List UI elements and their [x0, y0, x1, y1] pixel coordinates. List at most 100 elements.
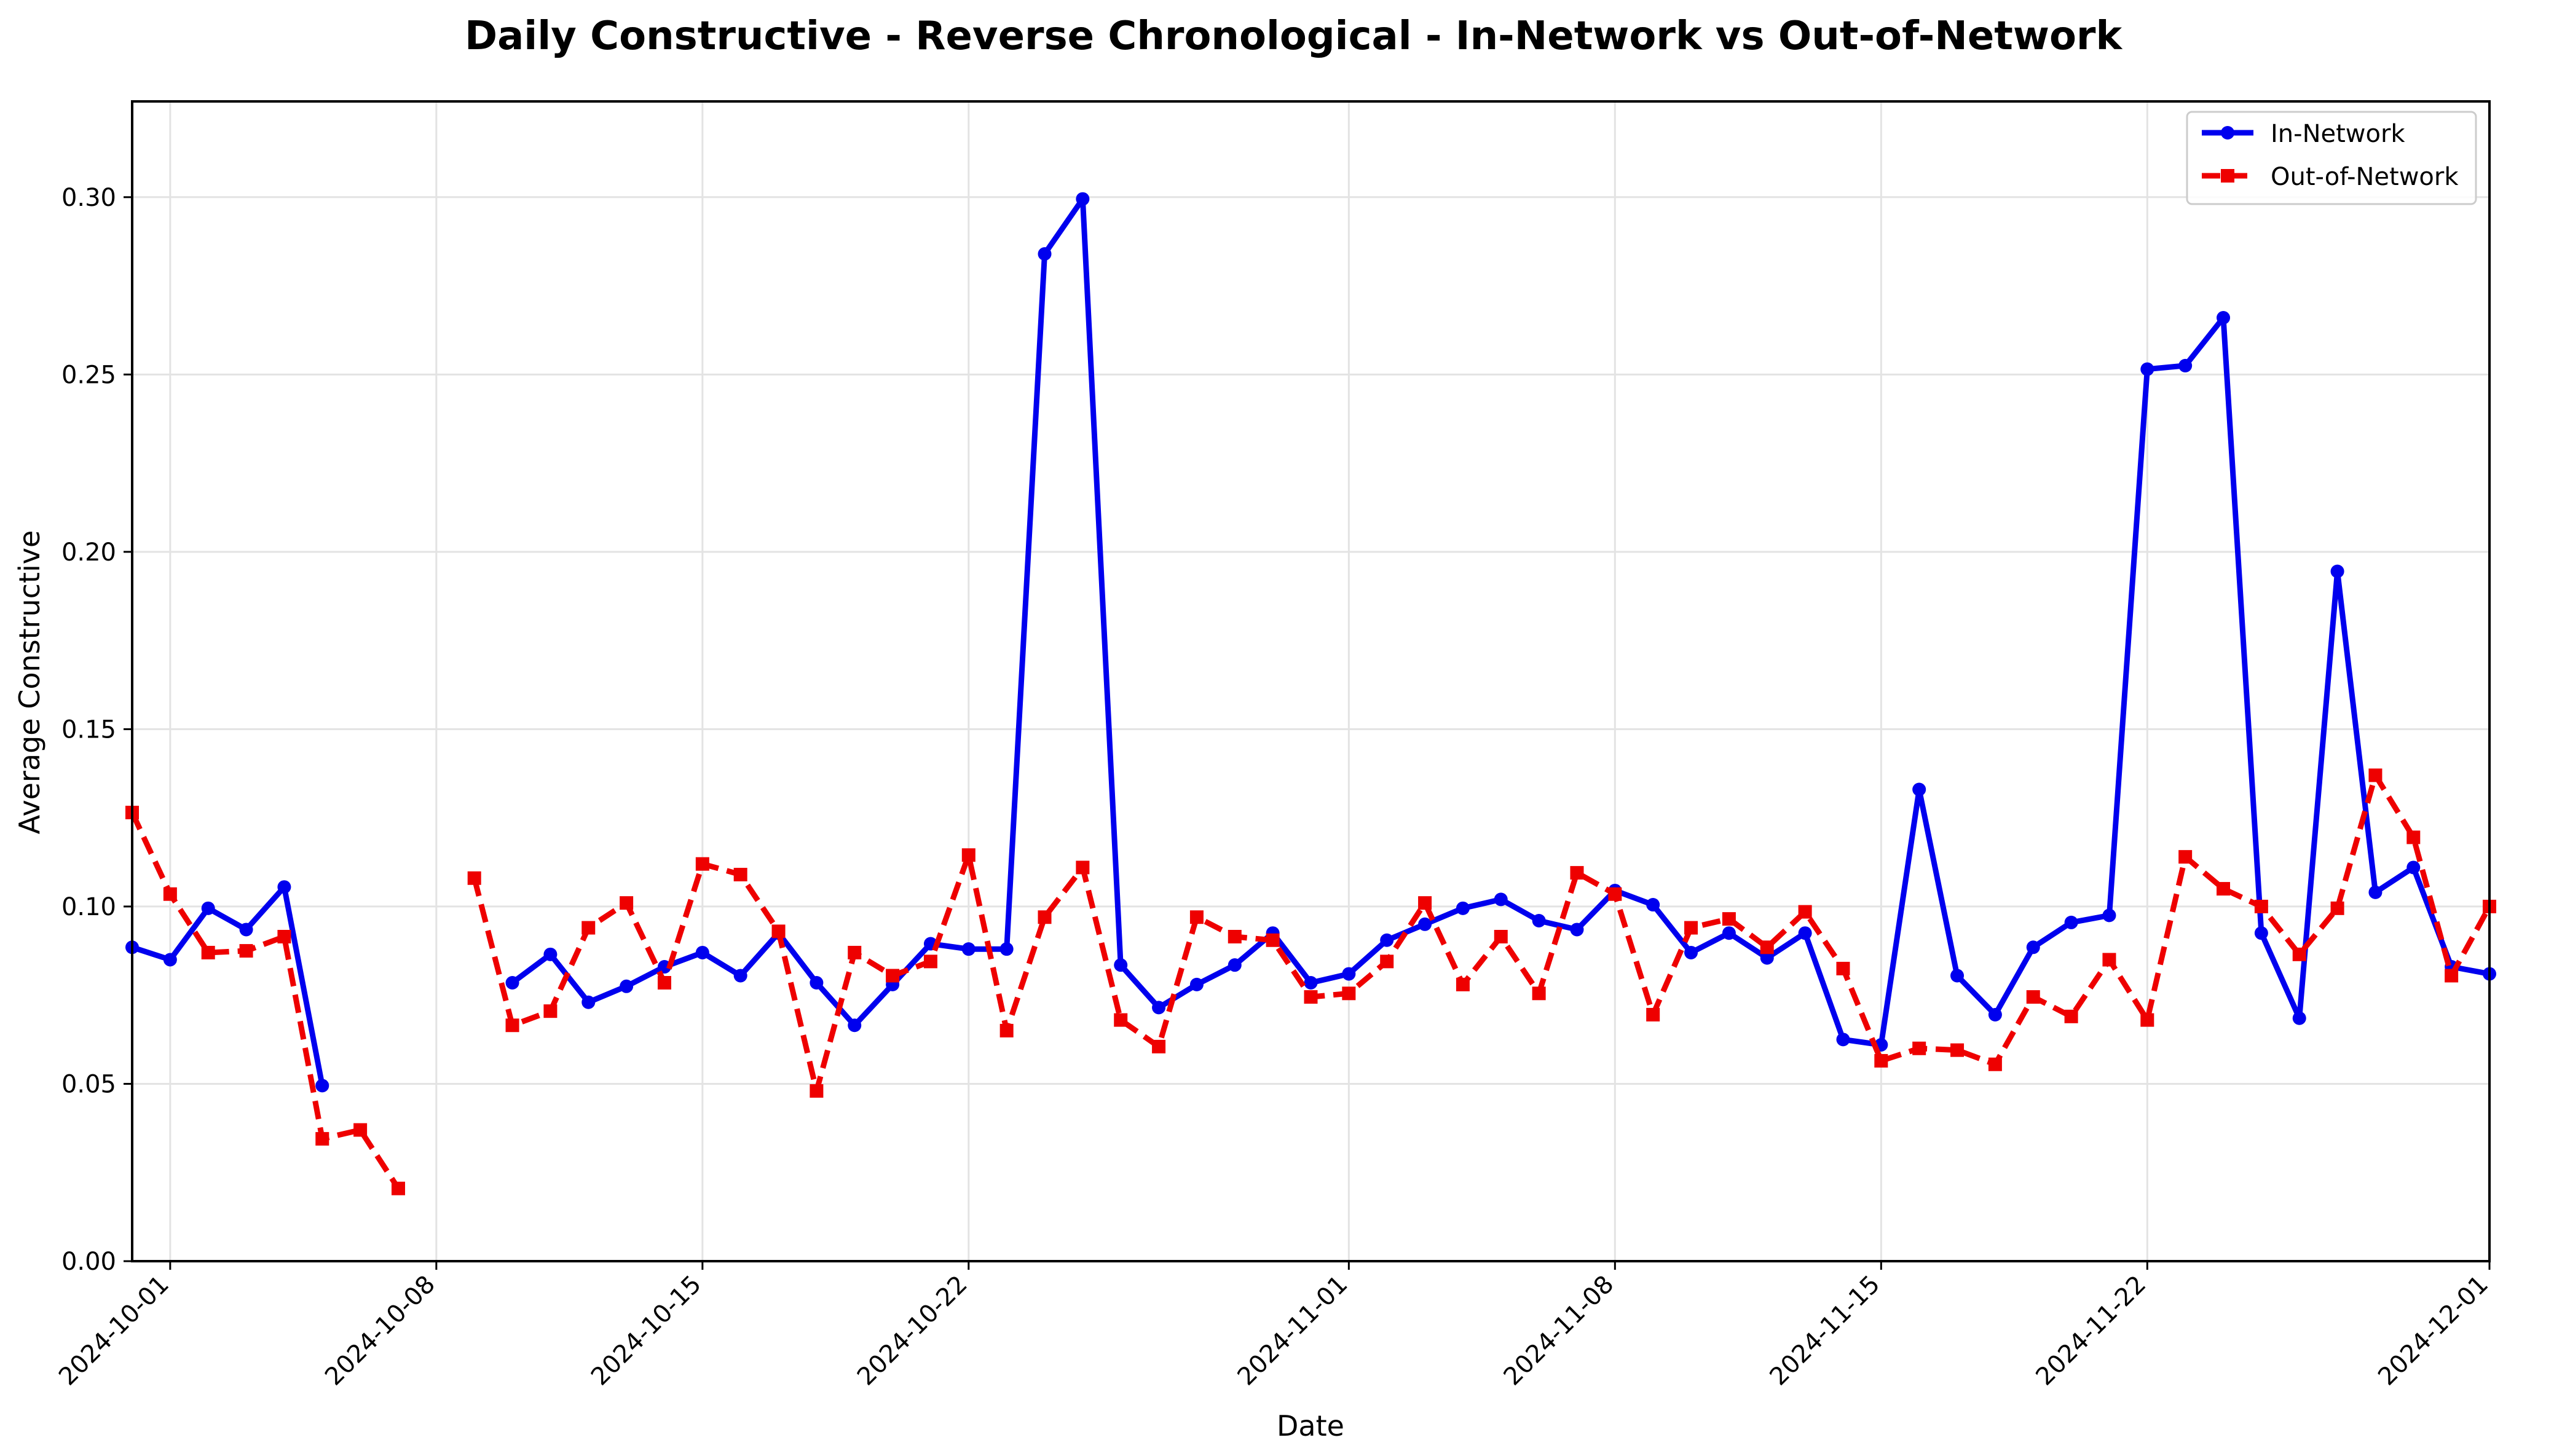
data-point-out-of-network	[1418, 896, 1432, 910]
data-point-in-network	[2026, 940, 2040, 954]
data-point-out-of-network	[1114, 1013, 1128, 1027]
legend-box	[2186, 111, 2477, 205]
data-point-out-of-network	[2102, 953, 2116, 967]
data-point-out-of-network	[163, 887, 177, 901]
data-point-in-network	[1836, 1033, 1850, 1047]
data-point-out-of-network	[543, 1004, 558, 1018]
data-point-out-of-network	[2178, 850, 2193, 864]
data-point-in-network	[810, 976, 824, 990]
data-point-out-of-network	[1760, 940, 1774, 954]
data-point-in-network	[1114, 958, 1128, 972]
y-tick-label: 0.20	[61, 538, 116, 567]
data-point-in-network	[1456, 901, 1470, 915]
data-point-in-network	[733, 969, 747, 983]
data-point-in-network	[1189, 977, 1204, 991]
data-point-in-network	[163, 953, 177, 967]
data-point-out-of-network	[1798, 905, 1812, 919]
data-point-in-network	[999, 942, 1014, 956]
data-point-in-network	[1152, 1001, 1166, 1015]
data-point-out-of-network	[2254, 899, 2268, 913]
legend: In-Network Out-of-Network	[2186, 111, 2477, 205]
data-point-in-network	[1646, 898, 1660, 912]
data-point-out-of-network	[1152, 1039, 1166, 1053]
data-point-out-of-network	[1570, 866, 1584, 880]
data-point-out-of-network	[1456, 977, 1470, 991]
data-point-in-network	[2178, 358, 2193, 372]
data-point-out-of-network	[1494, 929, 1508, 943]
data-point-in-network	[2292, 1011, 2306, 1025]
data-point-out-of-network	[1380, 954, 1394, 969]
data-point-out-of-network	[1874, 1053, 1888, 1068]
data-point-in-network	[2330, 564, 2344, 578]
legend-label-out-of-network: Out-of-Network	[2271, 163, 2459, 191]
legend-marker-in-network	[2221, 126, 2234, 140]
data-point-in-network	[239, 923, 253, 937]
data-point-out-of-network	[923, 954, 937, 969]
data-point-in-network	[1760, 951, 1774, 965]
x-axis-label: Date	[1277, 1409, 1344, 1442]
data-point-out-of-network	[467, 871, 481, 885]
y-tick-label: 0.25	[61, 361, 116, 389]
data-point-out-of-network	[277, 929, 291, 943]
data-point-out-of-network	[1076, 860, 1090, 875]
data-point-out-of-network	[1608, 887, 1622, 901]
legend-marker-out-of-network	[2221, 169, 2234, 183]
data-point-in-network	[1494, 892, 1508, 907]
data-point-in-network	[1342, 967, 1356, 981]
data-point-out-of-network	[581, 921, 596, 935]
data-point-in-network	[201, 901, 215, 915]
data-point-in-network	[2368, 885, 2383, 899]
legend-label-in-network: In-Network	[2271, 120, 2405, 148]
y-tick-label: 0.15	[61, 715, 116, 744]
data-point-out-of-network	[2292, 947, 2306, 961]
data-point-out-of-network	[771, 924, 786, 939]
data-point-in-network	[543, 947, 558, 961]
data-point-out-of-network	[2406, 830, 2421, 844]
data-point-out-of-network	[1684, 921, 1698, 935]
y-axis-label: Average Constructive	[13, 530, 46, 835]
data-point-out-of-network	[2026, 990, 2040, 1004]
data-point-in-network	[2217, 311, 2231, 325]
data-point-out-of-network	[353, 1123, 368, 1137]
data-point-out-of-network	[1836, 961, 1850, 975]
data-point-in-network	[581, 995, 596, 1009]
data-point-in-network	[505, 976, 519, 990]
data-point-in-network	[2102, 908, 2116, 923]
data-point-in-network	[1950, 969, 1965, 983]
data-point-out-of-network	[657, 976, 671, 990]
data-point-in-network	[1684, 945, 1698, 959]
data-point-out-of-network	[1228, 929, 1242, 943]
plot-frame	[131, 100, 2491, 1262]
data-point-in-network	[1418, 917, 1432, 931]
data-point-out-of-network	[810, 1084, 824, 1098]
data-point-out-of-network	[999, 1023, 1014, 1037]
data-point-in-network	[1380, 933, 1394, 947]
data-point-out-of-network	[1189, 910, 1204, 924]
data-point-out-of-network	[1950, 1043, 1965, 1057]
data-point-out-of-network	[1304, 990, 1318, 1004]
data-point-out-of-network	[1722, 912, 1736, 926]
data-point-in-network	[1038, 247, 1052, 261]
data-point-out-of-network	[2064, 1009, 2078, 1023]
data-point-out-of-network	[2445, 969, 2459, 983]
data-point-in-network	[2254, 926, 2268, 940]
data-point-out-of-network	[391, 1181, 405, 1195]
data-point-out-of-network	[315, 1131, 329, 1146]
data-point-out-of-network	[886, 969, 900, 983]
data-point-out-of-network	[1646, 1007, 1660, 1021]
data-point-out-of-network	[1266, 933, 1280, 947]
data-point-out-of-network	[1342, 986, 1356, 1001]
data-point-out-of-network	[239, 944, 253, 958]
series-line-out-of-network	[471, 772, 2492, 1094]
data-point-in-network	[961, 942, 976, 956]
data-point-in-network	[315, 1079, 329, 1093]
data-point-in-network	[1532, 914, 1546, 928]
data-point-in-network	[848, 1018, 862, 1033]
data-point-out-of-network	[1038, 910, 1052, 924]
data-point-in-network	[2140, 362, 2154, 376]
data-point-out-of-network	[505, 1018, 519, 1033]
y-tick-label: 0.05	[61, 1070, 116, 1098]
data-point-in-network	[620, 979, 634, 993]
